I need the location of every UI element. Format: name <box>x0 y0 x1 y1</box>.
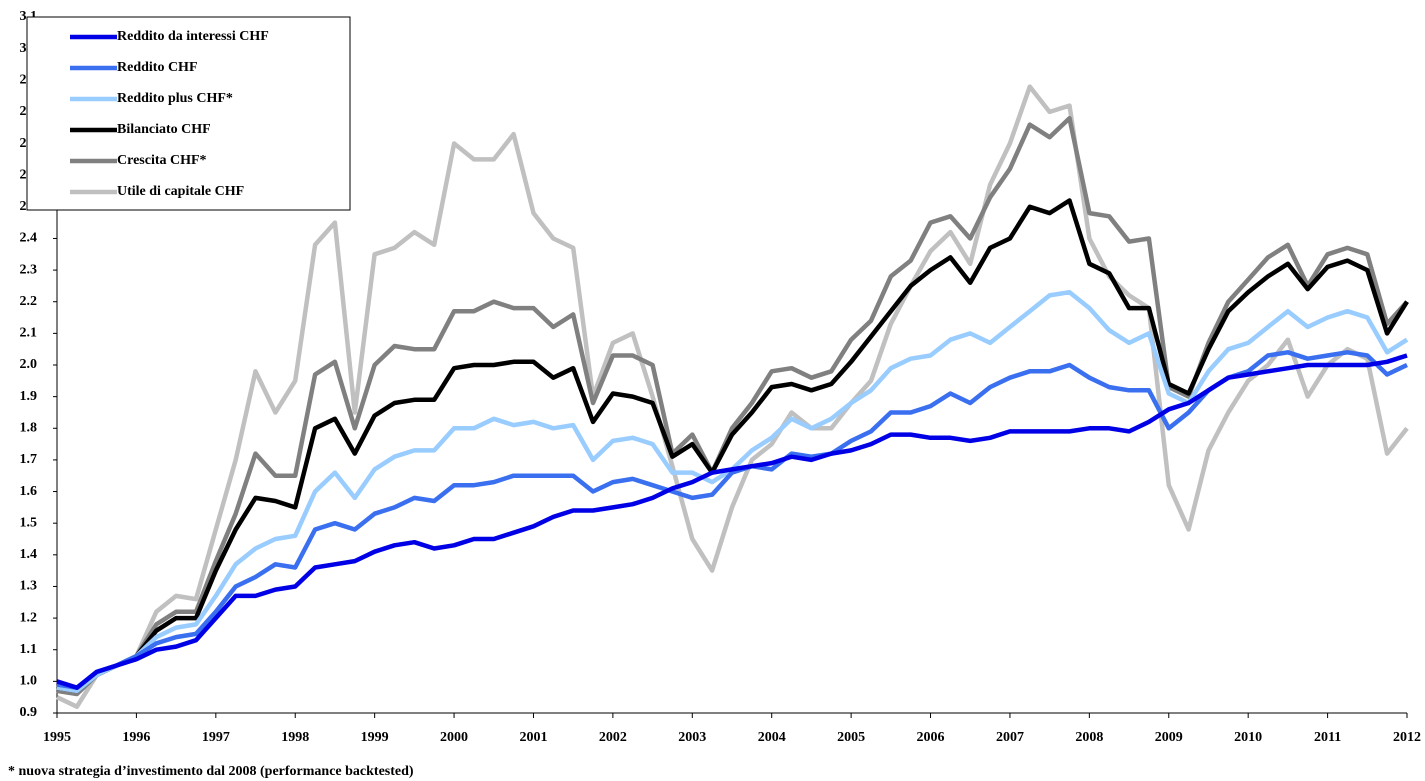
y-tick-label: 1.0 <box>20 674 38 689</box>
y-tick-label: 1.8 <box>20 420 38 435</box>
x-tick-label: 1998 <box>281 730 309 745</box>
x-tick-label: 2006 <box>917 730 945 745</box>
x-tick-label: 1996 <box>122 730 150 745</box>
legend-label: Reddito da interessi CHF <box>117 29 269 44</box>
y-tick-label: 2.3 <box>20 262 38 277</box>
x-tick-label: 2008 <box>1075 730 1103 745</box>
y-tick-label: 1.3 <box>20 579 38 594</box>
series-line <box>56 84 1409 709</box>
y-tick-label: 2.2 <box>20 294 38 309</box>
y-tick-label: 1.7 <box>20 452 38 467</box>
y-tick-label: 1.6 <box>20 484 38 499</box>
footnote: * nuova strategia d’investimento dal 200… <box>8 764 414 779</box>
series-line <box>56 115 1409 697</box>
x-tick-label: 2004 <box>758 730 786 745</box>
x-tick-label: 2007 <box>996 730 1024 745</box>
y-tick-label: 2.4 <box>20 231 38 246</box>
x-tick-label: 2000 <box>440 730 468 745</box>
series-line <box>56 198 1409 694</box>
legend-box <box>26 16 351 211</box>
x-tick-label: 2005 <box>837 730 865 745</box>
x-tick-label: 1995 <box>43 730 71 745</box>
x-tick-label: 2012 <box>1393 730 1421 745</box>
legend-label: Reddito plus CHF* <box>117 91 233 106</box>
legend-label: Utile di capitale CHF <box>117 184 244 199</box>
x-tick-label: 2009 <box>1155 730 1183 745</box>
x-tick-label: 2011 <box>1314 730 1341 745</box>
x-tick-label: 2003 <box>678 730 706 745</box>
y-tick-label: 1.4 <box>20 547 38 562</box>
x-tick-label: 2002 <box>599 730 627 745</box>
y-tick-label: 2.1 <box>20 326 38 341</box>
x-tick-label: 1997 <box>202 730 230 745</box>
y-tick-label: 2.0 <box>20 357 38 372</box>
legend-label: Crescita CHF* <box>117 153 207 168</box>
legend-label: Reddito CHF <box>117 60 198 75</box>
y-tick-label: 0.9 <box>20 705 38 720</box>
x-tick-label: 1999 <box>361 730 389 745</box>
legend-label: Bilanciato CHF <box>117 122 211 137</box>
series-line <box>56 353 1408 690</box>
y-tick-label: 1.1 <box>20 642 38 657</box>
series-line <box>56 350 1408 690</box>
x-tick-label: 2010 <box>1234 730 1262 745</box>
y-tick-label: 1.9 <box>20 389 38 404</box>
x-tick-label: 2001 <box>519 730 547 745</box>
y-tick-label: 1.2 <box>20 610 38 625</box>
y-tick-label: 1.5 <box>20 515 38 530</box>
